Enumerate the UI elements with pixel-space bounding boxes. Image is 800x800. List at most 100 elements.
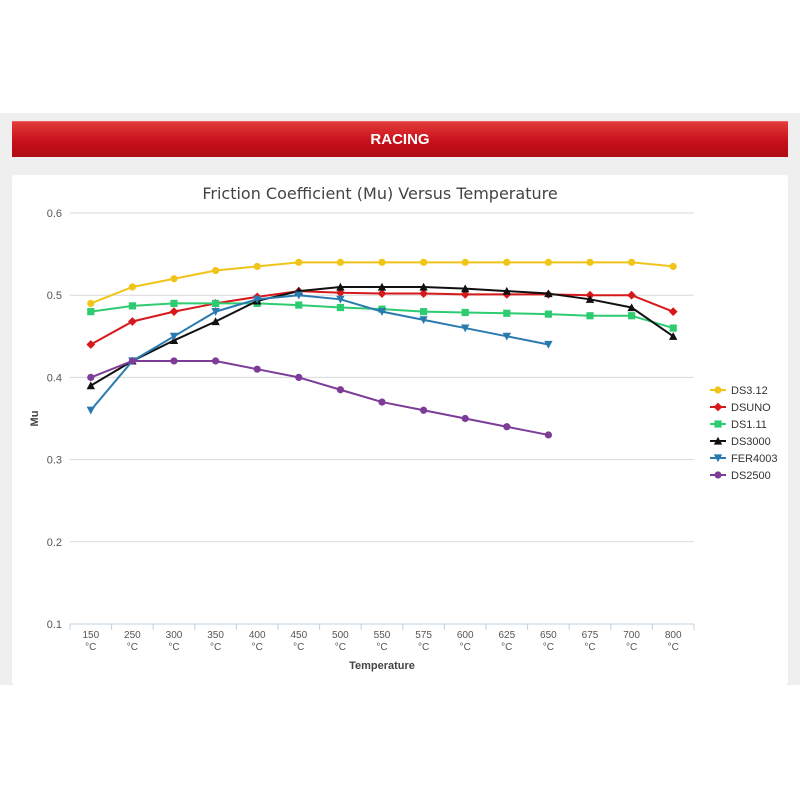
data-point-ds3-12 (461, 258, 469, 266)
data-point-dsuno (169, 307, 179, 317)
data-point-fer4003 (461, 324, 470, 333)
data-point-ds1-11 (503, 309, 511, 317)
data-point-dsuno (419, 289, 428, 298)
y-tick-label: 0.4 (47, 372, 62, 384)
x-tick-label: 550 °C (374, 630, 391, 653)
x-tick-label: 450 °C (290, 630, 307, 653)
data-point-ds2500 (253, 365, 261, 373)
series-line-fer4003 (90, 294, 549, 411)
y-axis-label: Mu (29, 411, 41, 427)
x-tick-label: 625 °C (498, 630, 515, 653)
data-point-ds3-12 (378, 258, 386, 266)
x-axis-label: Temperature (349, 660, 415, 672)
legend-label-fer4003[interactable]: FER4003 (731, 453, 777, 465)
data-point-ds3-12 (295, 258, 303, 266)
data-point-ds3000 (585, 295, 595, 303)
x-tick-label: 675 °C (582, 630, 599, 653)
data-point-dsuno (377, 289, 387, 298)
x-tick-label: 500 °C (332, 630, 349, 653)
legend-marker-dsuno (713, 402, 723, 412)
series-line-ds2500 (90, 359, 549, 436)
banner-title: RACING (370, 131, 430, 148)
data-point-fer4003 (502, 332, 511, 341)
data-point-ds1-11 (336, 303, 344, 312)
data-point-dsuno (668, 307, 678, 317)
x-tick-label: 700 °C (623, 630, 640, 653)
data-point-ds3000 (627, 303, 636, 312)
y-tick-label: 0.6 (47, 208, 62, 220)
data-point-ds3000 (336, 282, 345, 291)
x-tick-label: 600 °C (457, 630, 474, 653)
data-point-ds2500 (212, 357, 220, 365)
legend-marker-fer4003 (713, 454, 723, 463)
data-point-ds2500 (503, 423, 511, 431)
data-point-ds2500 (128, 357, 136, 365)
legend-label-ds2500[interactable]: DS2500 (731, 470, 771, 482)
data-point-ds3-12 (628, 258, 636, 266)
legend-marker-ds3-12 (714, 386, 722, 394)
data-point-ds3000 (419, 282, 428, 291)
legend-label-ds3000[interactable]: DS3000 (731, 436, 771, 448)
legend-marker-ds1-11 (714, 420, 722, 428)
data-point-ds3-12 (212, 266, 220, 275)
data-point-ds3000 (377, 282, 387, 291)
x-tick-label: 800 °C (665, 630, 682, 653)
x-tick-label: 350 °C (207, 630, 224, 653)
data-point-ds3-12 (420, 258, 428, 266)
data-point-ds1-11 (420, 308, 428, 316)
data-point-ds1-11 (586, 312, 594, 320)
data-point-ds2500 (461, 414, 469, 423)
data-point-fer4003 (419, 316, 428, 325)
data-point-ds3-12 (669, 262, 677, 271)
data-point-fer4003 (211, 308, 220, 316)
legend-label-dsuno[interactable]: DSUNO (731, 402, 771, 414)
data-point-dsuno (86, 340, 96, 349)
x-tick-label: 250 °C (124, 630, 141, 653)
data-point-ds3-12 (586, 258, 594, 266)
x-tick-label: 575 °C (415, 630, 432, 653)
x-tick-label: 150 °C (82, 630, 99, 653)
chart-panel: Friction Coefficient (Mu) Versus Tempera… (12, 175, 788, 685)
data-point-ds3-12 (170, 275, 178, 283)
data-point-ds2500 (420, 406, 428, 414)
data-point-ds2500 (170, 357, 178, 365)
data-point-ds1-11 (170, 299, 178, 308)
friction-chart: Friction Coefficient (Mu) Versus Tempera… (29, 184, 777, 672)
data-point-ds1-11 (212, 299, 220, 308)
y-tick-label: 0.3 (47, 455, 62, 467)
legend-label-ds3-12[interactable]: DS3.12 (731, 385, 768, 397)
data-point-ds3000 (669, 332, 678, 340)
data-point-ds2500 (295, 373, 303, 381)
legend-label-ds1-11[interactable]: DS1.11 (731, 419, 767, 431)
data-point-ds3-12 (336, 258, 344, 266)
y-tick-label: 0.5 (47, 290, 62, 302)
data-point-fer4003 (336, 295, 345, 304)
data-point-ds3-12 (128, 283, 136, 291)
data-point-ds1-11 (128, 302, 136, 310)
data-point-fer4003 (253, 295, 262, 304)
data-point-ds3-12 (87, 299, 95, 308)
data-point-ds2500 (87, 373, 95, 381)
data-point-ds2500 (336, 386, 344, 394)
data-point-dsuno (627, 290, 636, 300)
data-point-ds3-12 (253, 262, 261, 271)
data-point-fer4003 (86, 406, 95, 415)
data-point-ds1-11 (87, 308, 95, 316)
data-point-ds3000 (86, 381, 95, 390)
data-point-ds1-11 (669, 324, 677, 332)
series-line-ds3000 (90, 285, 674, 387)
data-point-ds2500 (544, 431, 553, 439)
legend-marker-ds2500 (714, 471, 722, 479)
data-point-fer4003 (169, 332, 179, 341)
chart-title: Friction Coefficient (Mu) Versus Tempera… (202, 184, 557, 203)
legend-marker-ds3000 (713, 436, 723, 445)
data-point-fer4003 (294, 291, 303, 300)
data-point-ds3000 (211, 317, 220, 326)
data-point-fer4003 (544, 340, 553, 349)
data-point-ds3-12 (503, 258, 511, 266)
data-point-ds1-11 (544, 310, 552, 318)
data-point-ds1-11 (295, 301, 303, 309)
data-point-ds1-11 (461, 308, 469, 317)
data-point-ds2500 (378, 398, 386, 406)
data-point-dsuno (128, 317, 137, 326)
